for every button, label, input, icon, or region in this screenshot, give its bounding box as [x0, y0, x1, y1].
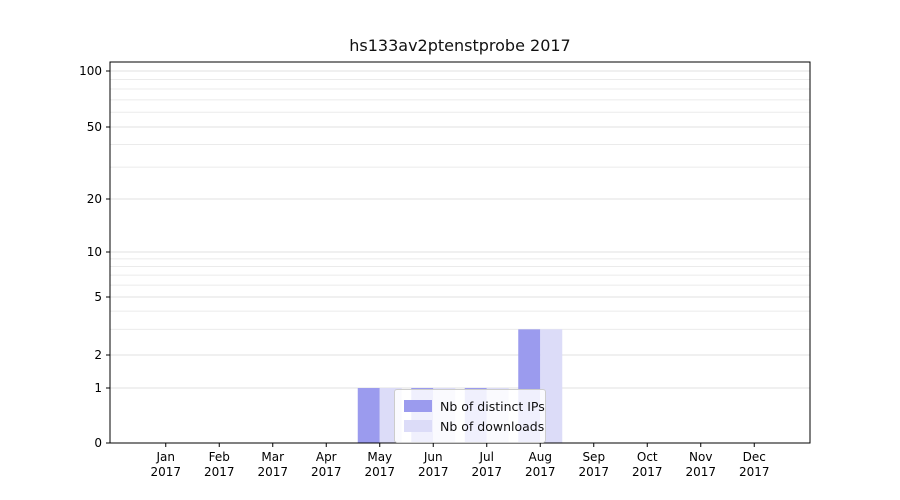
x-tick-label-year: 2017 [471, 465, 502, 479]
legend-label-distinct-ips: Nb of distinct IPs [440, 398, 545, 414]
legend-item-downloads: Nb of downloads [404, 416, 544, 436]
y-tick-label: 0 [94, 436, 102, 450]
x-tick-label-month: Nov [689, 450, 712, 464]
x-tick-label-year: 2017 [311, 465, 342, 479]
x-tick-label-month: May [367, 450, 392, 464]
x-tick-label-month: Aug [529, 450, 552, 464]
bar-nb-of-distinct-ips-may [357, 388, 380, 443]
y-tick-label: 2 [94, 348, 102, 362]
x-tick-label-year: 2017 [257, 465, 288, 479]
x-tick-label-year: 2017 [685, 465, 716, 479]
y-tick-label: 5 [94, 290, 102, 304]
x-tick-label-year: 2017 [204, 465, 235, 479]
y-tick-label: 20 [87, 192, 102, 206]
y-tick-label: 1 [94, 381, 102, 395]
legend-swatch-distinct-ips [404, 400, 432, 412]
legend-item-distinct-ips: Nb of distinct IPs [404, 396, 545, 416]
x-tick-label-month: Dec [743, 450, 766, 464]
x-tick-label-year: 2017 [632, 465, 663, 479]
x-tick-label-month: Jul [479, 450, 494, 464]
y-tick-label: 10 [87, 245, 102, 259]
x-tick-label-year: 2017 [150, 465, 181, 479]
legend: Nb of distinct IPs Nb of downloads [394, 389, 546, 443]
legend-label-downloads: Nb of downloads [440, 418, 545, 434]
x-tick-label-year: 2017 [364, 465, 395, 479]
y-tick-label: 100 [79, 64, 102, 78]
x-tick-label-month: Feb [209, 450, 230, 464]
x-tick-label-year: 2017 [418, 465, 449, 479]
x-tick-label-year: 2017 [525, 465, 556, 479]
x-tick-label-year: 2017 [578, 465, 609, 479]
x-tick-label-month: Mar [261, 450, 284, 464]
x-tick-label-month: Jun [423, 450, 443, 464]
x-tick-label-month: Apr [316, 450, 337, 464]
x-tick-label-month: Sep [582, 450, 605, 464]
legend-swatch-downloads [404, 420, 432, 432]
y-tick-label: 50 [87, 120, 102, 134]
chart-title: hs133av2ptenstprobe 2017 [349, 36, 571, 55]
x-tick-label-year: 2017 [739, 465, 770, 479]
x-tick-label-month: Jan [156, 450, 176, 464]
x-tick-label-month: Oct [637, 450, 658, 464]
